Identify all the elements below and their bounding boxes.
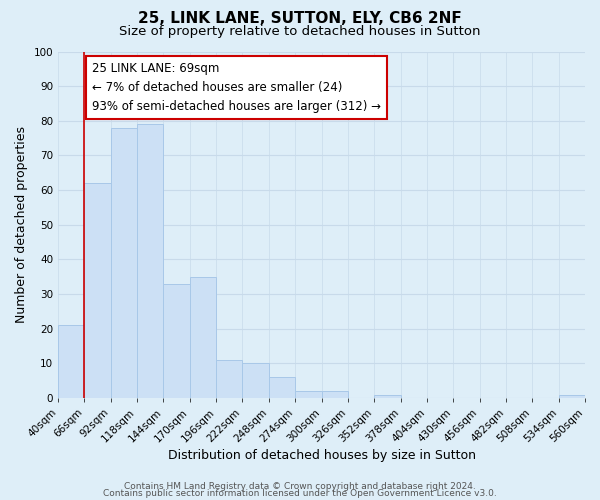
Text: 25 LINK LANE: 69sqm
← 7% of detached houses are smaller (24)
93% of semi-detache: 25 LINK LANE: 69sqm ← 7% of detached hou… bbox=[92, 62, 381, 113]
Text: Size of property relative to detached houses in Sutton: Size of property relative to detached ho… bbox=[119, 25, 481, 38]
Bar bbox=[269, 378, 295, 398]
Text: Contains HM Land Registry data © Crown copyright and database right 2024.: Contains HM Land Registry data © Crown c… bbox=[124, 482, 476, 491]
Text: 25, LINK LANE, SUTTON, ELY, CB6 2NF: 25, LINK LANE, SUTTON, ELY, CB6 2NF bbox=[138, 11, 462, 26]
Bar bbox=[58, 326, 85, 398]
Bar bbox=[374, 394, 401, 398]
Bar bbox=[559, 394, 585, 398]
Bar bbox=[85, 183, 111, 398]
Bar bbox=[111, 128, 137, 398]
Bar bbox=[163, 284, 190, 398]
Bar bbox=[242, 364, 269, 398]
Y-axis label: Number of detached properties: Number of detached properties bbox=[15, 126, 28, 324]
X-axis label: Distribution of detached houses by size in Sutton: Distribution of detached houses by size … bbox=[167, 450, 476, 462]
Bar bbox=[216, 360, 242, 398]
Text: Contains public sector information licensed under the Open Government Licence v3: Contains public sector information licen… bbox=[103, 490, 497, 498]
Bar bbox=[137, 124, 163, 398]
Bar bbox=[190, 277, 216, 398]
Bar bbox=[295, 391, 322, 398]
Bar bbox=[322, 391, 348, 398]
